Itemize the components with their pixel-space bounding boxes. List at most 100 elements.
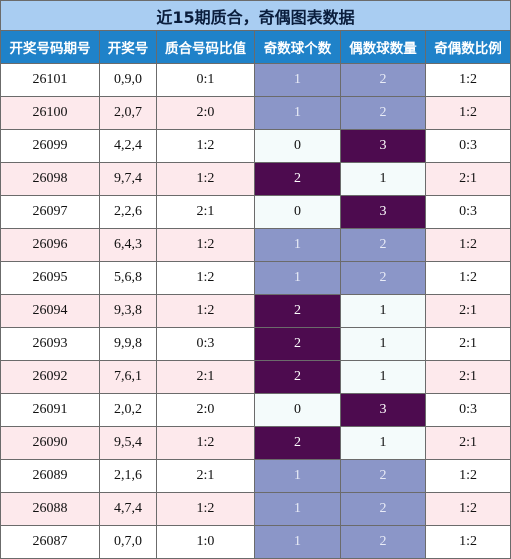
cell-prime-composite: 1:2 (156, 261, 255, 295)
cell-numbers: 0,9,0 (99, 63, 157, 97)
cell-prime-composite: 0:1 (156, 63, 255, 97)
table-row: 26094 9,3,8 1:2 2 1 2:1 (0, 294, 511, 328)
header-period: 开奖号码期号 (0, 30, 100, 64)
header-odd-count: 奇数球个数 (254, 30, 341, 64)
cell-prime-composite: 2:1 (156, 360, 255, 394)
cell-odd-even-ratio: 1:2 (424, 63, 511, 97)
cell-numbers: 0,7,0 (99, 525, 157, 559)
cell-prime-composite: 1:0 (156, 525, 255, 559)
cell-even-count: 3 (340, 393, 426, 427)
cell-period: 26091 (0, 393, 100, 427)
cell-odd-even-ratio: 1:2 (424, 261, 511, 295)
cell-odd-count: 0 (254, 129, 341, 163)
cell-odd-even-ratio: 2:1 (424, 162, 511, 196)
table-body: 26101 0,9,0 0:1 1 2 1:2 26100 2,0,7 2:0 1 2 1:2 2609… (0, 63, 511, 559)
cell-even-count: 3 (340, 195, 426, 229)
header-odd-even-ratio: 奇偶数比例 (424, 30, 511, 64)
table-row: 26089 2,1,6 2:1 1 2 1:2 (0, 459, 511, 493)
cell-period: 26096 (0, 228, 100, 262)
cell-period: 26099 (0, 129, 100, 163)
cell-period: 26092 (0, 360, 100, 394)
cell-odd-count: 1 (254, 261, 341, 295)
cell-odd-even-ratio: 1:2 (424, 228, 511, 262)
table-row: 26095 5,6,8 1:2 1 2 1:2 (0, 261, 511, 295)
cell-even-count: 2 (340, 63, 426, 97)
cell-numbers: 2,0,2 (99, 393, 157, 427)
cell-even-count: 2 (340, 492, 426, 526)
header-prime-composite: 质合号码比值 (156, 30, 255, 64)
cell-odd-count: 1 (254, 459, 341, 493)
header-even-count: 偶数球数量 (340, 30, 426, 64)
cell-odd-even-ratio: 2:1 (424, 327, 511, 361)
table-row: 26091 2,0,2 2:0 0 3 0:3 (0, 393, 511, 427)
table-row: 26097 2,2,6 2:1 0 3 0:3 (0, 195, 511, 229)
cell-numbers: 2,2,6 (99, 195, 157, 229)
header-numbers: 开奖号 (99, 30, 157, 64)
cell-odd-even-ratio: 2:1 (424, 360, 511, 394)
cell-period: 26101 (0, 63, 100, 97)
cell-odd-count: 1 (254, 63, 341, 97)
cell-odd-count: 2 (254, 162, 341, 196)
cell-odd-count: 2 (254, 426, 341, 460)
cell-period: 26093 (0, 327, 100, 361)
cell-odd-count: 0 (254, 195, 341, 229)
cell-numbers: 4,7,4 (99, 492, 157, 526)
cell-even-count: 1 (340, 294, 426, 328)
cell-even-count: 1 (340, 162, 426, 196)
table-row: 26098 9,7,4 1:2 2 1 2:1 (0, 162, 511, 196)
cell-even-count: 2 (340, 228, 426, 262)
table-row: 26092 7,6,1 2:1 2 1 2:1 (0, 360, 511, 394)
table-row: 26090 9,5,4 1:2 2 1 2:1 (0, 426, 511, 460)
cell-odd-even-ratio: 0:3 (424, 195, 511, 229)
cell-odd-even-ratio: 2:1 (424, 426, 511, 460)
table-row: 26088 4,7,4 1:2 1 2 1:2 (0, 492, 511, 526)
cell-numbers: 6,4,3 (99, 228, 157, 262)
cell-odd-even-ratio: 1:2 (424, 459, 511, 493)
cell-numbers: 9,3,8 (99, 294, 157, 328)
table-row: 26101 0,9,0 0:1 1 2 1:2 (0, 63, 511, 97)
cell-period: 26097 (0, 195, 100, 229)
cell-odd-even-ratio: 1:2 (424, 525, 511, 559)
cell-odd-count: 1 (254, 525, 341, 559)
cell-even-count: 2 (340, 459, 426, 493)
cell-odd-even-ratio: 0:3 (424, 129, 511, 163)
cell-numbers: 2,0,7 (99, 96, 157, 130)
cell-even-count: 1 (340, 426, 426, 460)
cell-odd-count: 1 (254, 96, 341, 130)
cell-numbers: 5,6,8 (99, 261, 157, 295)
cell-prime-composite: 2:1 (156, 195, 255, 229)
cell-period: 26090 (0, 426, 100, 460)
cell-odd-even-ratio: 1:2 (424, 96, 511, 130)
cell-odd-even-ratio: 1:2 (424, 492, 511, 526)
table-row: 26099 4,2,4 1:2 0 3 0:3 (0, 129, 511, 163)
cell-numbers: 4,2,4 (99, 129, 157, 163)
cell-odd-count: 2 (254, 294, 341, 328)
table-row: 26096 6,4,3 1:2 1 2 1:2 (0, 228, 511, 262)
cell-odd-count: 0 (254, 393, 341, 427)
cell-odd-even-ratio: 2:1 (424, 294, 511, 328)
cell-period: 26098 (0, 162, 100, 196)
cell-odd-count: 1 (254, 492, 341, 526)
cell-odd-count: 2 (254, 360, 341, 394)
cell-even-count: 1 (340, 327, 426, 361)
cell-even-count: 2 (340, 261, 426, 295)
cell-period: 26095 (0, 261, 100, 295)
table-row: 26100 2,0,7 2:0 1 2 1:2 (0, 96, 511, 130)
cell-period: 26089 (0, 459, 100, 493)
cell-period: 26094 (0, 294, 100, 328)
cell-numbers: 9,7,4 (99, 162, 157, 196)
cell-prime-composite: 1:2 (156, 294, 255, 328)
cell-prime-composite: 1:2 (156, 162, 255, 196)
cell-numbers: 9,5,4 (99, 426, 157, 460)
cell-prime-composite: 2:1 (156, 459, 255, 493)
cell-even-count: 3 (340, 129, 426, 163)
cell-period: 26088 (0, 492, 100, 526)
cell-period: 26087 (0, 525, 100, 559)
table-title: 近15期质合，奇偶图表数据 (0, 0, 511, 31)
cell-prime-composite: 1:2 (156, 492, 255, 526)
cell-prime-composite: 2:0 (156, 96, 255, 130)
cell-numbers: 7,6,1 (99, 360, 157, 394)
cell-period: 26100 (0, 96, 100, 130)
